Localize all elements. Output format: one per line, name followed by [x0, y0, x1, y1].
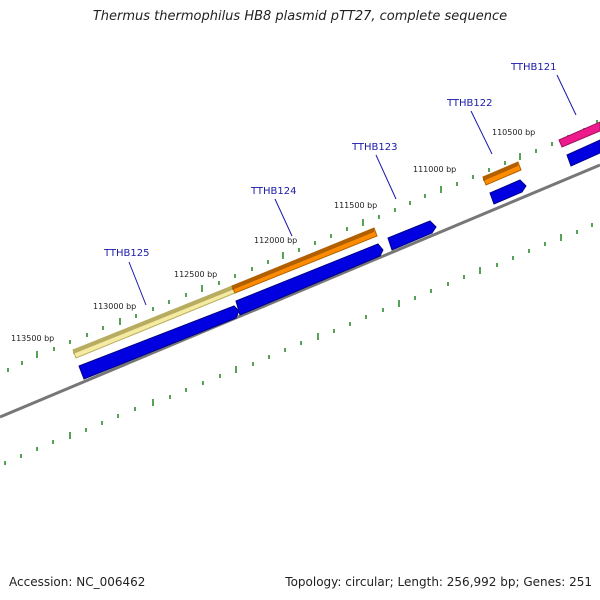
- inner-tick-track: [4, 223, 593, 465]
- gene-block-orange-edge: [232, 228, 374, 290]
- position-label: 111500 bp: [334, 201, 377, 210]
- gene-arrow-blue[interactable]: [235, 243, 384, 316]
- position-label: 113000 bp: [93, 302, 136, 311]
- gene-arrow-blue[interactable]: [566, 139, 600, 167]
- gene-leader-lines: [128, 74, 577, 306]
- gene-block-magenta[interactable]: [558, 121, 600, 148]
- position-label: 112000 bp: [254, 236, 297, 245]
- accession-text: Accession: NC_006462: [9, 575, 146, 589]
- position-label: 113500 bp: [11, 334, 54, 343]
- gene-label[interactable]: TTHB122: [446, 98, 493, 109]
- gene-block-orange-small-edge: [483, 162, 518, 181]
- outer-tick-track: [7, 120, 598, 372]
- plasmid-backbone: [0, 163, 600, 419]
- gene-block-pale-yellow-edge: [73, 286, 232, 354]
- position-label: 111000 bp: [413, 165, 456, 174]
- gene-label[interactable]: TTHB124: [250, 186, 297, 197]
- gene-label[interactable]: TTHB123: [351, 142, 398, 153]
- gene-label[interactable]: TTHB125: [103, 248, 150, 259]
- gene-arrow-blue[interactable]: [387, 220, 437, 251]
- topology-summary: Topology: circular; Length: 256,992 bp; …: [285, 575, 592, 589]
- position-label: 110500 bp: [492, 128, 535, 137]
- position-label: 112500 bp: [174, 270, 217, 279]
- gene-label[interactable]: TTHB121: [510, 62, 557, 73]
- gene-arrow-blue[interactable]: [489, 179, 527, 205]
- gene-arrow-blue[interactable]: [78, 305, 240, 380]
- map-title: Thermus thermophilus HB8 plasmid pTT27, …: [92, 9, 508, 24]
